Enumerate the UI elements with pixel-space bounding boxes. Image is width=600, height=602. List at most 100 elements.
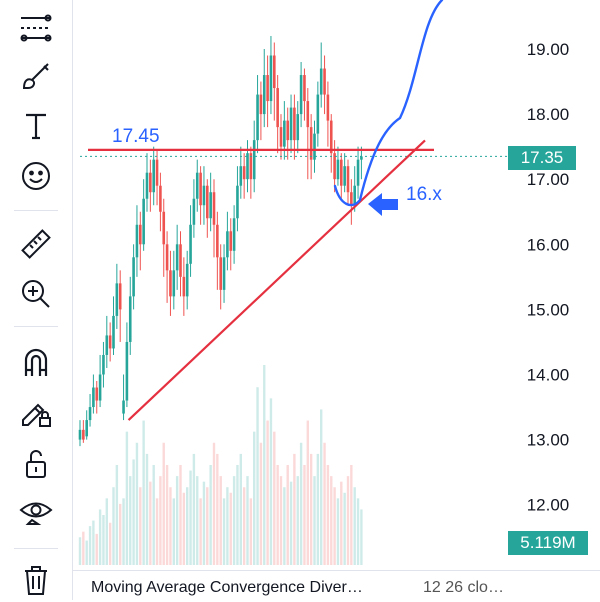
volume-bar bbox=[229, 492, 232, 565]
brush-tool-icon[interactable] bbox=[10, 54, 62, 98]
volume-bar bbox=[259, 442, 263, 565]
unlock-icon[interactable] bbox=[10, 442, 62, 486]
candle bbox=[172, 250, 176, 310]
candle bbox=[326, 81, 330, 147]
chart-drawings bbox=[80, 0, 508, 421]
magnet-tool-icon[interactable] bbox=[10, 340, 62, 384]
volume-bar bbox=[356, 498, 360, 565]
volume-value-badge: 5.119M bbox=[508, 531, 588, 555]
candle bbox=[192, 179, 196, 238]
candle bbox=[206, 179, 209, 238]
candle bbox=[299, 62, 303, 128]
volume-bar bbox=[330, 476, 333, 565]
support-trend-line[interactable] bbox=[127, 139, 426, 421]
volume-bar bbox=[92, 520, 95, 565]
candle bbox=[195, 159, 199, 212]
candle bbox=[256, 75, 259, 154]
volume-bar bbox=[88, 526, 92, 565]
volume-bar bbox=[192, 453, 196, 565]
volume-bar bbox=[323, 442, 326, 565]
candle bbox=[88, 394, 92, 427]
volume-bar bbox=[78, 537, 82, 565]
trash-icon[interactable] bbox=[10, 558, 62, 602]
lock-drawings-pencil-icon[interactable] bbox=[10, 390, 62, 434]
volume-bar bbox=[326, 465, 330, 565]
volume-bar bbox=[296, 476, 299, 565]
volume-bar bbox=[340, 481, 343, 565]
price-chart[interactable]: 19.00 18.00 17.00 16.00 15.00 14.00 13.00 12.00 bbox=[73, 0, 600, 570]
drawing-toolbar bbox=[0, 0, 72, 600]
price-tick-label: 17.00 bbox=[527, 170, 570, 189]
price-tick-label: 14.00 bbox=[527, 366, 570, 385]
volume-bar bbox=[155, 498, 159, 565]
zoom-in-tool-icon[interactable] bbox=[10, 272, 62, 316]
candle bbox=[313, 120, 316, 173]
volume-bar bbox=[313, 476, 316, 565]
volume-bar bbox=[222, 498, 226, 565]
candle bbox=[185, 250, 189, 310]
candle bbox=[229, 218, 233, 271]
candle bbox=[159, 172, 162, 232]
candle bbox=[122, 374, 125, 421]
volume-bar bbox=[115, 465, 119, 565]
candle bbox=[78, 420, 82, 447]
volume-bar bbox=[360, 509, 363, 565]
volume-bar bbox=[239, 453, 242, 565]
candle bbox=[112, 296, 115, 355]
volume-bar bbox=[145, 453, 149, 565]
volume-bar bbox=[139, 487, 142, 565]
volume-bar bbox=[263, 365, 266, 565]
volume-bar bbox=[135, 442, 139, 565]
volume-bar bbox=[246, 476, 249, 565]
candle bbox=[98, 354, 102, 408]
volume-bar bbox=[309, 453, 313, 565]
candle bbox=[202, 166, 206, 225]
volume-bar bbox=[273, 431, 276, 565]
volume-bar bbox=[306, 420, 309, 565]
volume-bar bbox=[226, 487, 229, 565]
candle bbox=[155, 149, 159, 206]
trend-line-tool-icon[interactable] bbox=[10, 6, 62, 50]
indicator-bar[interactable]: Moving Average Convergence Diver… 12 26 … bbox=[73, 570, 600, 601]
volume-bar bbox=[129, 476, 132, 565]
volume-bar bbox=[236, 465, 239, 565]
candle bbox=[165, 231, 169, 303]
volume-bar bbox=[293, 453, 296, 565]
text-tool-icon[interactable] bbox=[10, 104, 62, 148]
volume-bar bbox=[350, 465, 353, 565]
volume-bar bbox=[289, 481, 293, 565]
current-price-badge: 17.35 bbox=[508, 146, 576, 170]
price-tick-label: 16.00 bbox=[527, 235, 570, 254]
eye-visibility-icon[interactable] bbox=[10, 490, 62, 534]
volume-bar bbox=[132, 459, 135, 565]
candle bbox=[239, 146, 243, 199]
candle bbox=[85, 410, 88, 440]
ruler-tool-icon[interactable] bbox=[10, 222, 62, 266]
candle bbox=[189, 205, 192, 277]
indicator-name[interactable]: Moving Average Convergence Diver… bbox=[91, 579, 363, 596]
candle bbox=[340, 153, 343, 199]
volume-bar bbox=[219, 476, 222, 565]
emoji-tool-icon[interactable] bbox=[10, 154, 62, 198]
volume-bar bbox=[162, 442, 165, 565]
volume-bar bbox=[95, 533, 98, 565]
target-annotation-label: 16.x bbox=[406, 184, 442, 205]
candle bbox=[343, 153, 346, 193]
volume-bar bbox=[256, 387, 259, 565]
candle bbox=[222, 244, 226, 303]
candle bbox=[276, 75, 279, 154]
volume-bar bbox=[125, 431, 129, 565]
price-tick-label: 18.00 bbox=[527, 105, 570, 124]
volume-bar bbox=[102, 515, 105, 565]
projection-curve[interactable] bbox=[333, 0, 444, 207]
candle bbox=[246, 140, 249, 193]
candle bbox=[102, 341, 105, 388]
candle bbox=[135, 205, 139, 277]
candle bbox=[118, 270, 122, 342]
candle bbox=[269, 35, 273, 115]
volume-bar bbox=[286, 465, 289, 565]
volume-bar bbox=[196, 476, 199, 565]
volume-bar bbox=[105, 498, 108, 565]
volume-bar bbox=[253, 431, 256, 565]
arrow-left-icon[interactable] bbox=[368, 193, 398, 216]
